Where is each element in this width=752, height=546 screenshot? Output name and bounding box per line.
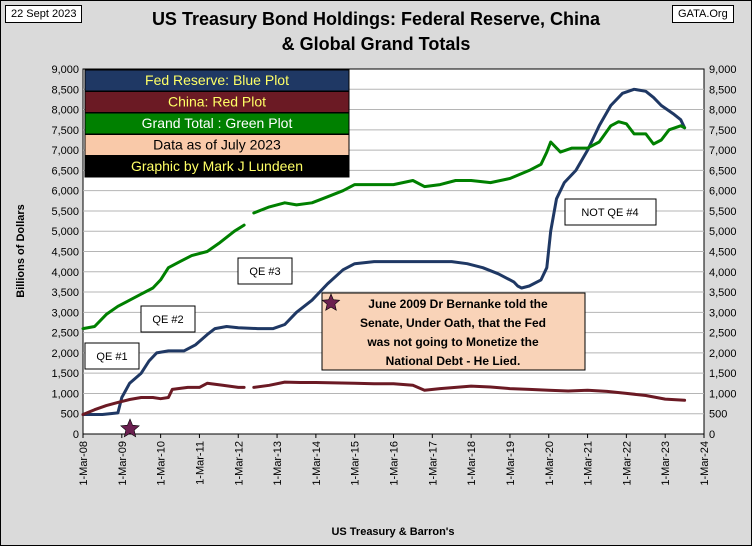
qe1-box <box>84 342 140 370</box>
y-tick-label-left: 500 <box>61 409 79 421</box>
x-tick-label: 1-Mar-18 <box>466 441 478 486</box>
title-line-1: US Treasury Bond Holdings: Federal Reser… <box>151 9 601 29</box>
fed-reserve-line <box>81 87 687 416</box>
y-tick-label-right: 4,500 <box>709 247 737 259</box>
bernanke-note-line-2: Senate, Under Oath, that the Fed <box>360 316 546 330</box>
x-axis: 1-Mar-08 1-Mar-09 1-Mar-10 1-Mar-11 1-Mar-12… <box>78 434 711 486</box>
china-line <box>81 381 246 416</box>
legend-item-label: China: Red Plot <box>168 94 266 110</box>
y-tick-label-left: 7,500 <box>51 125 79 137</box>
bernanke-note-line-1: June 2009 Dr Bernanke told the <box>368 297 548 311</box>
x-axis-title: US Treasury & Barron's <box>331 526 454 538</box>
y-tick-label-right: 8,500 <box>709 84 737 96</box>
title-line-2: & Global Grand Totals <box>281 34 471 54</box>
bernanke-note-line-3: was not going to Monetize the <box>366 335 539 349</box>
x-tick-label: 1-Mar-15 <box>350 441 362 486</box>
x-tick-label: 1-Mar-21 <box>583 441 595 486</box>
y-tick-label-right: 5,000 <box>709 226 737 238</box>
x-tick-label: 1-Mar-16 <box>389 441 401 486</box>
chart-title: US Treasury Bond Holdings: Federal Reser… <box>111 7 641 57</box>
legend-item-label: Data as of July 2023 <box>153 137 281 153</box>
bernanke-note-box <box>321 292 586 371</box>
y-tick-label-right: 9,000 <box>709 64 737 76</box>
y-tick-label-right: 4,000 <box>709 267 737 279</box>
x-tick-label: 1-Mar-14 <box>311 441 323 486</box>
y-tick-label-left: 2,000 <box>51 348 79 360</box>
y-tick-label-left: 0 <box>73 429 79 441</box>
y-tick-label-left: 7,000 <box>51 145 79 157</box>
y-tick-label-left: 9,000 <box>51 64 79 76</box>
x-tick-label: 1-Mar-23 <box>660 441 672 486</box>
legend-item-label: Grand Total : Green Plot <box>142 115 293 131</box>
y-tick-label-left: 4,500 <box>51 247 79 259</box>
legend-item-label: Fed Reserve: Blue Plot <box>145 72 289 88</box>
x-tick-label: 1-Mar-20 <box>544 441 556 486</box>
y-tick-label-right: 3,500 <box>709 287 737 299</box>
note-star-icon <box>321 293 341 311</box>
y-tick-label-left: 5,500 <box>51 206 79 218</box>
qe3-label: QE #3 <box>249 266 280 278</box>
x-tick-label: 1-Mar-17 <box>427 441 439 486</box>
y-tick-label-right: 500 <box>709 409 727 421</box>
grand-total-line <box>252 120 687 215</box>
y-axis-left: 0 500 1,000 1,500 2,000 2,500 3,000 3,500 4,000 4… <box>51 64 79 441</box>
x-tick-label: 1-Mar-08 <box>78 441 90 486</box>
y-tick-label-right: 6,000 <box>709 186 737 198</box>
y-tick-label-left: 8,000 <box>51 105 79 117</box>
date-label: 22 Sept 2023 <box>5 5 83 23</box>
x-tick-label: 1-Mar-12 <box>233 441 245 486</box>
y-tick-label-right: 0 <box>709 429 715 441</box>
y-tick-label-left: 3,500 <box>51 287 79 299</box>
y-tick-label-left: 6,500 <box>51 165 79 177</box>
y-tick-label-right: 2,500 <box>709 328 737 340</box>
legend-item-box <box>84 155 350 178</box>
y-tick-label-left: 1,500 <box>51 368 79 380</box>
y-axis-title: Billions of Dollars <box>15 204 27 298</box>
x-tick-label: 1-Mar-10 <box>156 441 168 486</box>
y-tick-label-right: 2,000 <box>709 348 737 360</box>
x-tick-label: 1-Mar-13 <box>272 441 284 486</box>
y-tick-label-left: 1,000 <box>51 388 79 400</box>
legend: Fed Reserve: Blue Plot China: Red Plot Gra… <box>84 69 350 178</box>
china-line <box>252 380 687 402</box>
x-tick-label: 1-Mar-19 <box>505 441 517 486</box>
y-tick-label-left: 3,000 <box>51 307 79 319</box>
grand-total-line <box>81 223 246 331</box>
y-tick-label-right: 5,500 <box>709 206 737 218</box>
x-tick-label: 1-Mar-11 <box>194 441 206 485</box>
qe1-label: QE #1 <box>96 351 127 363</box>
x-tick-label: 1-Mar-22 <box>621 441 633 486</box>
y-tick-label-right: 3,000 <box>709 307 737 319</box>
x-tick-label: 1-Mar-09 <box>117 441 129 486</box>
not-qe4-box <box>564 198 657 226</box>
y-tick-label-right: 6,500 <box>709 165 737 177</box>
y-tick-label-right: 1,500 <box>709 368 737 380</box>
y-tick-label-right: 8,000 <box>709 105 737 117</box>
bernanke-note-line-4: National Debt - He Lied. <box>386 354 521 368</box>
not-qe4-label: NOT QE #4 <box>581 207 638 219</box>
y-tick-label-left: 5,000 <box>51 226 79 238</box>
x-tick-label: 1-Mar-24 <box>699 441 711 486</box>
y-tick-label-left: 6,000 <box>51 186 79 198</box>
qe2-label: QE #2 <box>152 314 183 326</box>
y-tick-label-left: 8,500 <box>51 84 79 96</box>
qe2-box <box>140 305 196 333</box>
y-tick-label-right: 1,000 <box>709 388 737 400</box>
june-2009-star-icon <box>120 418 140 438</box>
y-tick-label-right: 7,000 <box>709 145 737 157</box>
legend-item-label: Graphic by Mark J Lundeen <box>131 158 303 174</box>
y-tick-label-left: 4,000 <box>51 267 79 279</box>
series-group <box>81 87 687 416</box>
y-tick-label-left: 2,500 <box>51 328 79 340</box>
qe3-box <box>237 257 293 285</box>
y-tick-label-right: 7,500 <box>709 125 737 137</box>
source-tag: GATA.Org <box>672 5 734 23</box>
y-axis-right: 0 500 1,000 1,500 2,000 2,500 3,000 3,500 4,000 4… <box>709 64 737 441</box>
